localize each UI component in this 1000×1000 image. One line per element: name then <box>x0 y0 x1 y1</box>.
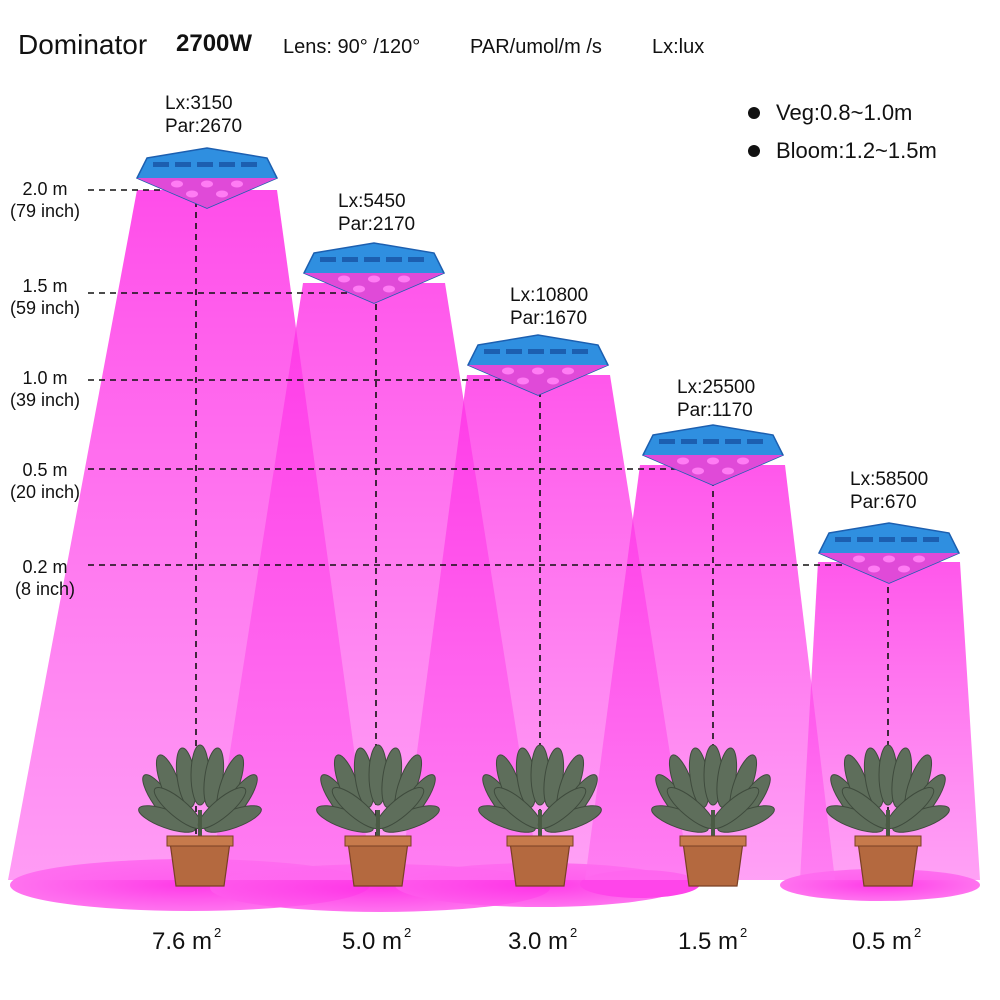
height-label-1: 2.0 m (79 inch) <box>0 178 90 222</box>
par-value: Par:670 <box>850 492 917 513</box>
height-label-3: 1.0 m (39 inch) <box>0 367 90 411</box>
legend-veg-label: Veg:0.8~1.0m <box>776 100 913 125</box>
legend-bloom: Bloom:1.2~1.5m <box>748 138 937 164</box>
par-value: Par:2170 <box>338 214 416 235</box>
lens-label: Lens: 90° /120° <box>283 36 421 58</box>
par-unit-label: PAR/umol/m /s <box>470 36 602 58</box>
light-beam-4 <box>585 465 835 880</box>
reading-5: Lx:58500 Par:670 <box>850 468 928 514</box>
lux-value: Lx:25500 <box>677 377 756 398</box>
height-meters: 0.2 m <box>22 557 68 577</box>
lux-unit-label: Lx:lux <box>652 36 705 58</box>
height-inches: (20 inch) <box>9 482 81 502</box>
height-meters: 0.5 m <box>22 460 68 480</box>
par-value: Par:1170 <box>677 400 753 421</box>
lux-value: Lx:3150 <box>165 93 233 114</box>
bullet-icon <box>748 107 760 119</box>
lux-value: Lx:58500 <box>850 469 929 490</box>
wattage-label: 2700W <box>176 30 253 57</box>
height-meters: 2.0 m <box>22 179 68 199</box>
area-exponent: 2 <box>740 925 748 940</box>
height-inches: (59 inch) <box>9 298 81 318</box>
led-panel-icon <box>302 242 446 304</box>
height-meters: 1.5 m <box>22 276 68 296</box>
led-panel-icon <box>817 522 961 584</box>
height-label-5: 0.2 m (8 inch) <box>0 556 90 600</box>
area-value: 0.5 m <box>852 928 913 955</box>
area-value: 7.6 m <box>152 928 213 955</box>
legend-veg: Veg:0.8~1.0m <box>748 100 912 126</box>
plant-icon <box>316 744 440 887</box>
area-exponent: 2 <box>570 925 578 940</box>
plant-icon <box>138 744 262 887</box>
plant-icon <box>826 744 950 887</box>
height-meters: 1.0 m <box>22 368 68 388</box>
height-inches: (8 inch) <box>14 579 76 599</box>
led-panel-icon <box>641 424 785 486</box>
area-value: 1.5 m <box>678 928 739 955</box>
plant-icon <box>651 744 775 887</box>
reading-2: Lx:5450 Par:2170 <box>338 190 415 236</box>
height-label-2: 1.5 m (59 inch) <box>0 275 90 319</box>
area-exponent: 2 <box>214 925 222 940</box>
par-value: Par:1670 <box>510 308 588 329</box>
legend-bloom-label: Bloom:1.2~1.5m <box>776 138 937 163</box>
height-inches: (39 inch) <box>9 390 81 410</box>
area-exponent: 2 <box>914 925 922 940</box>
area-value: 5.0 m <box>342 928 403 955</box>
height-inches: (79 inch) <box>9 201 81 221</box>
plant-icon <box>478 744 602 887</box>
reading-4: Lx:25500 Par:1170 <box>677 376 755 422</box>
lux-value: Lx:10800 <box>510 285 589 306</box>
reading-1: Lx:3150 Par:2670 <box>165 92 242 138</box>
led-panel-icon <box>135 147 279 209</box>
par-value: Par:2670 <box>165 116 243 137</box>
brand-title: Dominator <box>18 29 148 60</box>
area-exponent: 2 <box>404 925 412 940</box>
lux-value: Lx:5450 <box>338 191 406 212</box>
area-value: 3.0 m <box>508 928 569 955</box>
reading-3: Lx:10800 Par:1670 <box>510 284 588 330</box>
bullet-icon <box>748 145 760 157</box>
led-panel-icon <box>466 334 610 396</box>
height-label-4: 0.5 m (20 inch) <box>0 459 90 503</box>
